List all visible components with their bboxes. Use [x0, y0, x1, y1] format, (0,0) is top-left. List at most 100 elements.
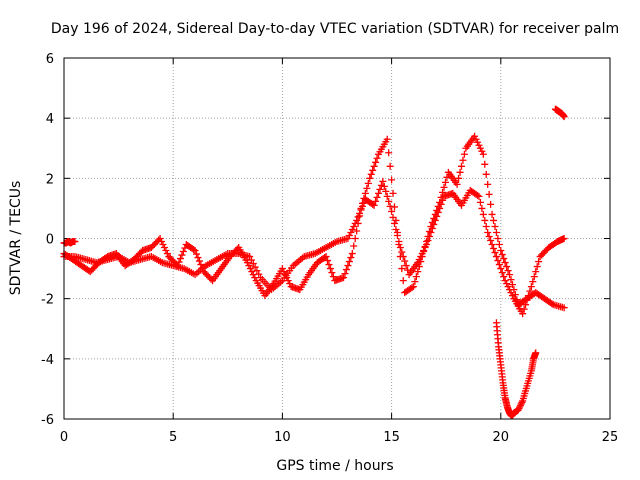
data-point	[453, 180, 461, 188]
data-point	[380, 182, 388, 190]
data-point	[491, 222, 499, 230]
x-axis-label: GPS time / hours	[276, 458, 393, 474]
data-point	[353, 216, 361, 224]
data-point	[560, 113, 568, 121]
data-point	[246, 253, 254, 261]
data-point	[328, 269, 336, 277]
data-point	[431, 210, 439, 218]
data-point	[494, 257, 502, 265]
data-point	[478, 147, 486, 155]
data-point	[436, 198, 444, 206]
data-point	[488, 241, 496, 249]
data-point	[516, 403, 524, 411]
data-point	[401, 257, 409, 265]
data-point	[456, 168, 464, 176]
data-point	[326, 265, 334, 273]
data-point	[373, 154, 381, 162]
data-point	[280, 268, 288, 276]
data-point	[393, 228, 401, 236]
data-point	[358, 199, 366, 207]
y-tick-label: 6	[46, 52, 54, 67]
data-point	[396, 253, 404, 261]
data-point	[417, 258, 425, 266]
data-point	[176, 255, 184, 263]
data-point	[156, 235, 164, 242]
data-point	[529, 278, 537, 286]
data-point	[159, 241, 167, 249]
data-points	[60, 105, 568, 420]
data-point	[376, 185, 384, 193]
data-point	[286, 280, 294, 288]
data-point	[353, 227, 361, 235]
series-s4	[551, 105, 568, 121]
data-point	[478, 204, 486, 212]
y-tick-label: -4	[41, 353, 54, 368]
data-point	[490, 216, 498, 224]
data-point	[243, 259, 251, 267]
data-point	[514, 406, 522, 414]
data-point	[475, 192, 483, 200]
data-point	[249, 271, 257, 279]
data-point	[367, 170, 375, 178]
data-point	[500, 273, 508, 281]
data-point	[504, 267, 512, 275]
data-point	[475, 141, 483, 149]
data-point	[383, 192, 391, 200]
data-point	[175, 258, 183, 266]
y-tick-label: 0	[46, 233, 54, 248]
data-point	[398, 248, 406, 256]
data-point	[369, 166, 377, 174]
data-point	[194, 254, 202, 262]
data-point	[457, 162, 465, 170]
data-point	[513, 296, 521, 304]
data-point	[433, 206, 441, 214]
data-point	[560, 235, 568, 242]
data-point	[474, 138, 482, 146]
data-point	[372, 197, 380, 205]
data-point	[385, 197, 393, 205]
data-point	[245, 262, 253, 270]
data-point	[484, 228, 492, 236]
data-point	[481, 216, 489, 224]
x-tick-labels: 0 5 10 15 20 25	[60, 430, 618, 445]
data-point	[488, 210, 496, 218]
data-point	[506, 271, 514, 279]
x-tick-label: 25	[602, 430, 619, 445]
data-point	[560, 304, 568, 312]
data-point	[484, 180, 492, 188]
data-point	[160, 244, 168, 252]
data-point	[492, 253, 500, 261]
data-point	[498, 251, 506, 259]
data-point	[548, 300, 556, 308]
data-point	[322, 253, 330, 261]
data-point	[348, 225, 356, 233]
data-point	[515, 404, 523, 412]
data-point	[392, 225, 400, 233]
y-axis-label: SDTVAR / TECUs	[8, 181, 24, 296]
data-point	[284, 277, 292, 285]
data-point	[479, 210, 487, 218]
data-point	[510, 286, 518, 294]
data-point	[379, 177, 387, 185]
data-point	[535, 258, 543, 266]
data-point	[354, 219, 362, 227]
data-point	[249, 260, 257, 268]
data-point	[360, 194, 368, 202]
data-point	[440, 183, 448, 191]
data-point	[383, 135, 391, 143]
data-point	[476, 198, 484, 206]
data-point	[427, 228, 435, 236]
data-point	[424, 232, 432, 240]
data-point	[373, 193, 381, 201]
data-point	[351, 235, 359, 242]
data-point	[530, 273, 538, 281]
data-point	[374, 189, 382, 197]
data-point	[427, 222, 435, 230]
data-point	[503, 263, 511, 271]
data-point	[342, 266, 350, 274]
data-point	[391, 203, 399, 211]
data-point	[370, 162, 378, 170]
data-point	[495, 241, 503, 249]
data-point	[253, 267, 261, 275]
data-point	[340, 274, 348, 282]
